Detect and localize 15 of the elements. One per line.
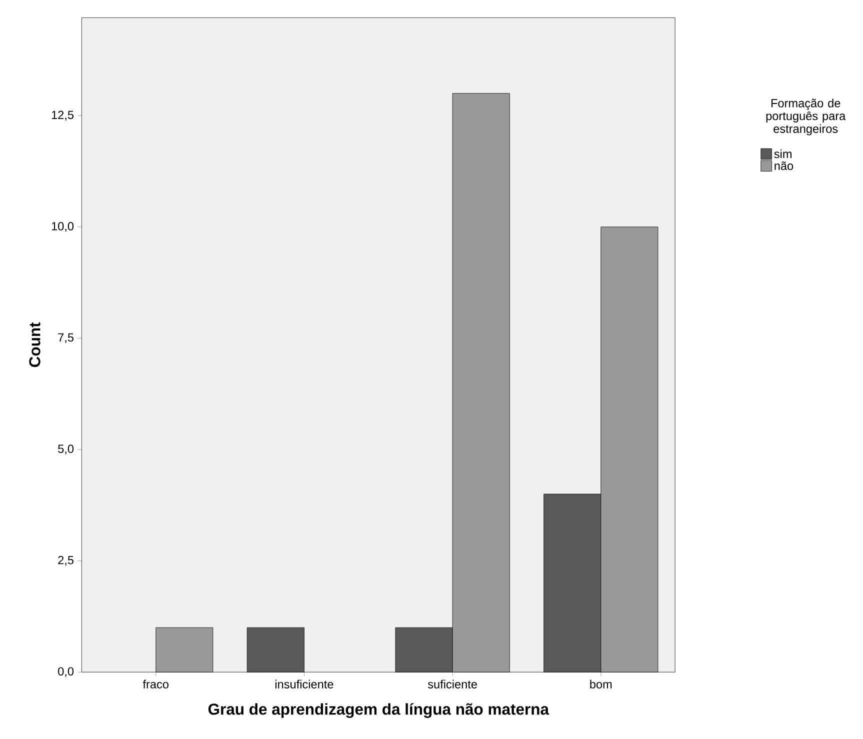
- x-tick-label: fraco: [142, 680, 168, 688]
- y-tick-label: 10,0: [52, 222, 74, 232]
- y-tick-label: 5,0: [58, 444, 74, 454]
- x-axis-title: Grau de aprendizagem da língua não materna: [208, 703, 550, 718]
- x-tick-label: bom: [590, 680, 612, 688]
- legend-label: não: [774, 161, 794, 170]
- legend-label: sim: [774, 149, 792, 158]
- legend-title: Formação de português para estrangeiros: [766, 98, 846, 136]
- y-tick-label: 12,5: [52, 110, 74, 121]
- y-tick-label: 7,5: [58, 333, 74, 344]
- y-tick-label: 0,0: [58, 667, 74, 677]
- y-tick-label: 2,5: [58, 556, 74, 566]
- x-tick-label: insuficiente: [275, 680, 334, 688]
- x-tick-label: suficiente: [428, 680, 477, 688]
- y-axis-title: Count: [29, 322, 40, 367]
